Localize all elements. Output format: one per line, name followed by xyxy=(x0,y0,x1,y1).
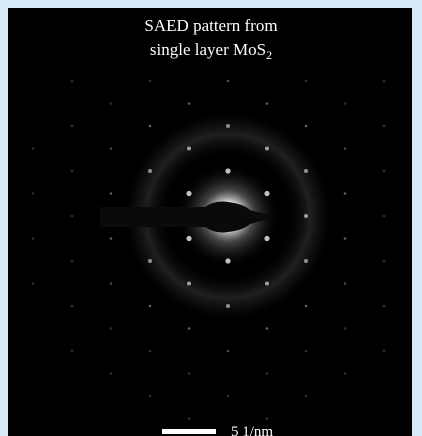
title-line: single layer MoS2 xyxy=(150,40,272,62)
diffraction-spot xyxy=(110,372,113,375)
diffraction-spot xyxy=(149,305,152,308)
diffraction-spot xyxy=(187,282,191,286)
diffraction-spot xyxy=(304,259,308,263)
diffraction-spot xyxy=(383,350,386,353)
diffraction-spot xyxy=(148,259,152,263)
diffraction-spot xyxy=(71,305,74,308)
diffraction-spot xyxy=(188,417,191,420)
diffraction-spot xyxy=(110,192,113,195)
diffraction-spot xyxy=(71,125,74,128)
diffraction-spot xyxy=(188,327,191,330)
diffraction-spot xyxy=(304,214,308,218)
diffraction-spot xyxy=(383,125,386,128)
diffraction-spot xyxy=(304,169,308,173)
diffraction-spot xyxy=(383,215,386,218)
diffraction-spot xyxy=(383,305,386,308)
diffraction-spot xyxy=(186,236,191,241)
diffraction-spot xyxy=(305,80,308,83)
diffraction-spot xyxy=(110,327,113,330)
diffraction-spot xyxy=(32,192,35,195)
diffraction-spot xyxy=(266,417,269,420)
diffraction-spot xyxy=(227,80,230,83)
diffraction-spot xyxy=(265,282,269,286)
diffraction-spot xyxy=(344,237,347,240)
diffraction-spot xyxy=(32,282,35,285)
diffraction-spot xyxy=(305,305,308,308)
diffraction-spot xyxy=(344,372,347,375)
diffraction-spot xyxy=(264,191,269,196)
diffraction-spot xyxy=(305,125,308,128)
diffraction-spot xyxy=(188,102,191,105)
diffraction-spot xyxy=(344,327,347,330)
diffraction-spot xyxy=(383,260,386,263)
diffraction-spot xyxy=(71,350,74,353)
diffraction-spot xyxy=(148,169,152,173)
diffraction-spot xyxy=(110,237,113,240)
diffraction-spot xyxy=(110,102,113,105)
diffraction-spot xyxy=(383,170,386,173)
diffraction-spot xyxy=(149,80,152,83)
title-subscript: 2 xyxy=(266,48,272,62)
diffraction-spot xyxy=(71,260,74,263)
scale-label: 5 1/nm xyxy=(231,424,273,436)
diffraction-spot xyxy=(227,350,230,353)
diffraction-spot xyxy=(149,395,152,398)
diffraction-spot xyxy=(225,258,230,263)
diffraction-spot xyxy=(227,395,230,398)
diffraction-spot xyxy=(226,124,230,128)
diffraction-spot xyxy=(71,80,74,83)
diffraction-spot xyxy=(32,147,35,150)
saed-image: SAED pattern from single layer MoS2 5 1/… xyxy=(0,0,422,436)
diffraction-spot xyxy=(110,282,113,285)
diffraction-spot xyxy=(344,192,347,195)
diffraction-spot xyxy=(149,125,152,128)
diffraction-spot xyxy=(305,350,308,353)
diffraction-spot xyxy=(71,215,74,218)
diffraction-spot xyxy=(149,350,152,353)
scale-bar xyxy=(162,429,216,434)
diffraction-spot xyxy=(344,282,347,285)
diffraction-spot xyxy=(264,236,269,241)
title-text: single layer MoS xyxy=(150,40,266,59)
diffraction-spot xyxy=(110,147,113,150)
diffraction-spot xyxy=(266,372,269,375)
diffraction-spot xyxy=(266,327,269,330)
diffraction-spot xyxy=(187,147,191,151)
page: SAED pattern from single layer MoS2 5 1/… xyxy=(0,0,422,436)
diffraction-spot xyxy=(265,147,269,151)
diffraction-spot xyxy=(266,102,269,105)
diffraction-spot xyxy=(225,168,230,173)
diffraction-spot xyxy=(344,147,347,150)
diffraction-spot xyxy=(32,237,35,240)
diffraction-spot xyxy=(188,372,191,375)
diffraction-spot xyxy=(226,304,230,308)
diffraction-spot xyxy=(186,191,191,196)
diffraction-spot xyxy=(71,170,74,173)
title-line: SAED pattern from xyxy=(144,16,277,35)
diffraction-spot xyxy=(383,80,386,83)
diffraction-spot xyxy=(344,102,347,105)
diffraction-spot xyxy=(305,395,308,398)
